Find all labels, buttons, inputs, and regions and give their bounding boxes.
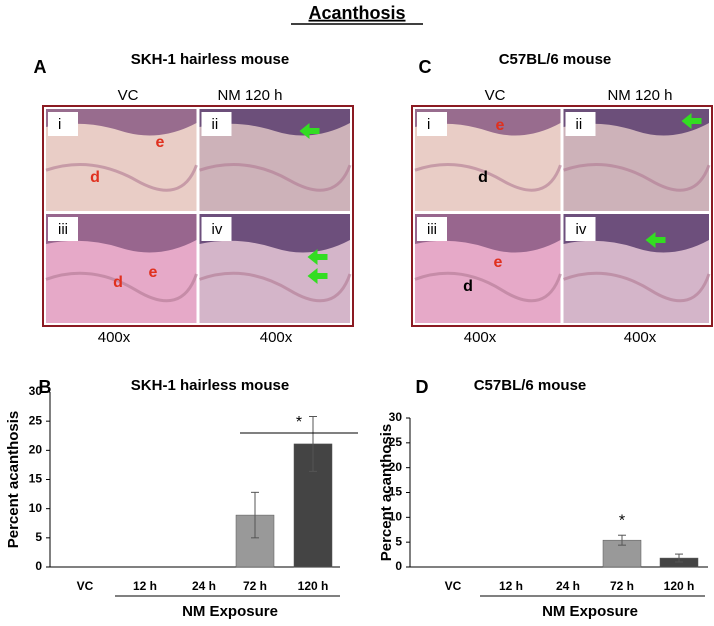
x-tick-label: 120 h: [664, 579, 695, 593]
x-axis-label: NM Exposure: [182, 603, 278, 620]
tissue-texture: [45, 271, 198, 303]
y-tick-label: 20: [29, 443, 43, 457]
x-tick-label: 24 h: [556, 579, 580, 593]
epidermis: [46, 109, 197, 136]
tissue-mark: e: [494, 254, 503, 271]
epidermis: [563, 109, 709, 136]
magnification: 400x: [260, 329, 293, 346]
x-tick-label: 72 h: [610, 579, 634, 593]
epidermis: [563, 214, 709, 253]
epidermis: [415, 109, 561, 136]
tile-label: i: [58, 116, 61, 133]
tile-label-box: [417, 217, 447, 241]
tissue-texture: [414, 271, 562, 303]
y-axis-label: Percent acanthosis: [5, 411, 22, 549]
x-tick-label: 12 h: [499, 579, 523, 593]
tissue-mark: e: [156, 134, 165, 151]
x-axis-label: NM Exposure: [542, 603, 638, 620]
tissue-mark: e: [496, 117, 505, 134]
column-label: VC: [118, 87, 139, 104]
x-tick-label: VC: [77, 579, 94, 593]
significance-star: *: [296, 414, 302, 431]
tile-label: iii: [427, 221, 437, 238]
tile-label-box: [48, 217, 78, 241]
y-tick-label: 15: [29, 472, 43, 486]
tissue-texture: [45, 162, 198, 192]
tissue-mark: d: [113, 274, 123, 291]
epidermis: [199, 214, 350, 253]
tissue-texture: [199, 162, 352, 192]
green-arrow: [299, 123, 320, 139]
panel-letter: A: [34, 57, 47, 77]
tile-label-box: [417, 112, 447, 136]
tile-label: i: [427, 116, 430, 133]
tile-label-box: [565, 112, 596, 136]
x-tick-label: 72 h: [243, 579, 267, 593]
tile-label-box: [201, 217, 232, 241]
tissue-mark: d: [478, 169, 488, 186]
tissue-mark: e: [149, 264, 158, 281]
chart-title: SKH-1 hairless mouse: [131, 377, 289, 394]
tissue-mark: d: [90, 169, 100, 186]
panel-title: SKH-1 hairless mouse: [131, 51, 289, 68]
column-label: NM 120 h: [607, 87, 672, 104]
significance-star: *: [619, 512, 625, 529]
x-tick-label: 12 h: [133, 579, 157, 593]
tissue-mark: d: [463, 278, 473, 295]
y-tick-label: 10: [389, 510, 403, 524]
magnification: 400x: [464, 329, 497, 346]
column-label: NM 120 h: [217, 87, 282, 104]
y-tick-label: 0: [35, 559, 42, 573]
image-frame: [42, 105, 354, 327]
panel-title: C57BL/6 mouse: [499, 51, 612, 68]
epidermis: [415, 214, 561, 253]
tissue-texture: [198, 271, 352, 303]
green-arrow: [681, 113, 702, 129]
y-tick-label: 20: [389, 460, 403, 474]
y-tick-label: 25: [389, 435, 403, 449]
y-tick-label: 5: [395, 534, 402, 548]
y-tick-label: 30: [389, 410, 403, 424]
tissue-texture: [414, 162, 562, 192]
panel-letter: C: [419, 57, 432, 77]
x-tick-label: 24 h: [192, 579, 216, 593]
green-arrow: [307, 249, 328, 265]
figure-title: Acanthosis: [308, 3, 405, 23]
magnification: 400x: [624, 329, 657, 346]
tile-label: ii: [212, 116, 219, 133]
chart-title: C57BL/6 mouse: [474, 377, 587, 394]
y-tick-label: 30: [29, 384, 43, 398]
tile-label-box: [48, 112, 78, 136]
y-tick-label: 5: [35, 530, 42, 544]
panel-letter: D: [416, 377, 429, 397]
y-axis-label: Percent acanthosis: [378, 424, 395, 562]
tile-label: iv: [576, 221, 587, 238]
green-arrow: [645, 232, 666, 248]
x-tick-label: VC: [445, 579, 462, 593]
y-tick-label: 0: [395, 559, 402, 573]
y-tick-label: 25: [29, 413, 43, 427]
green-arrow: [307, 268, 328, 284]
tile-label: iii: [58, 221, 68, 238]
tissue-texture: [563, 162, 711, 192]
tissue-texture: [562, 271, 711, 303]
tile-label-box: [565, 217, 596, 241]
tile-label: ii: [576, 116, 583, 133]
magnification: 400x: [98, 329, 131, 346]
x-tick-label: 120 h: [298, 579, 329, 593]
y-tick-label: 15: [389, 485, 403, 499]
tile-label: iv: [212, 221, 223, 238]
y-tick-label: 10: [29, 501, 43, 515]
column-label: VC: [485, 87, 506, 104]
image-frame: [411, 105, 713, 327]
epidermis: [46, 214, 197, 253]
tile-label-box: [201, 112, 232, 136]
